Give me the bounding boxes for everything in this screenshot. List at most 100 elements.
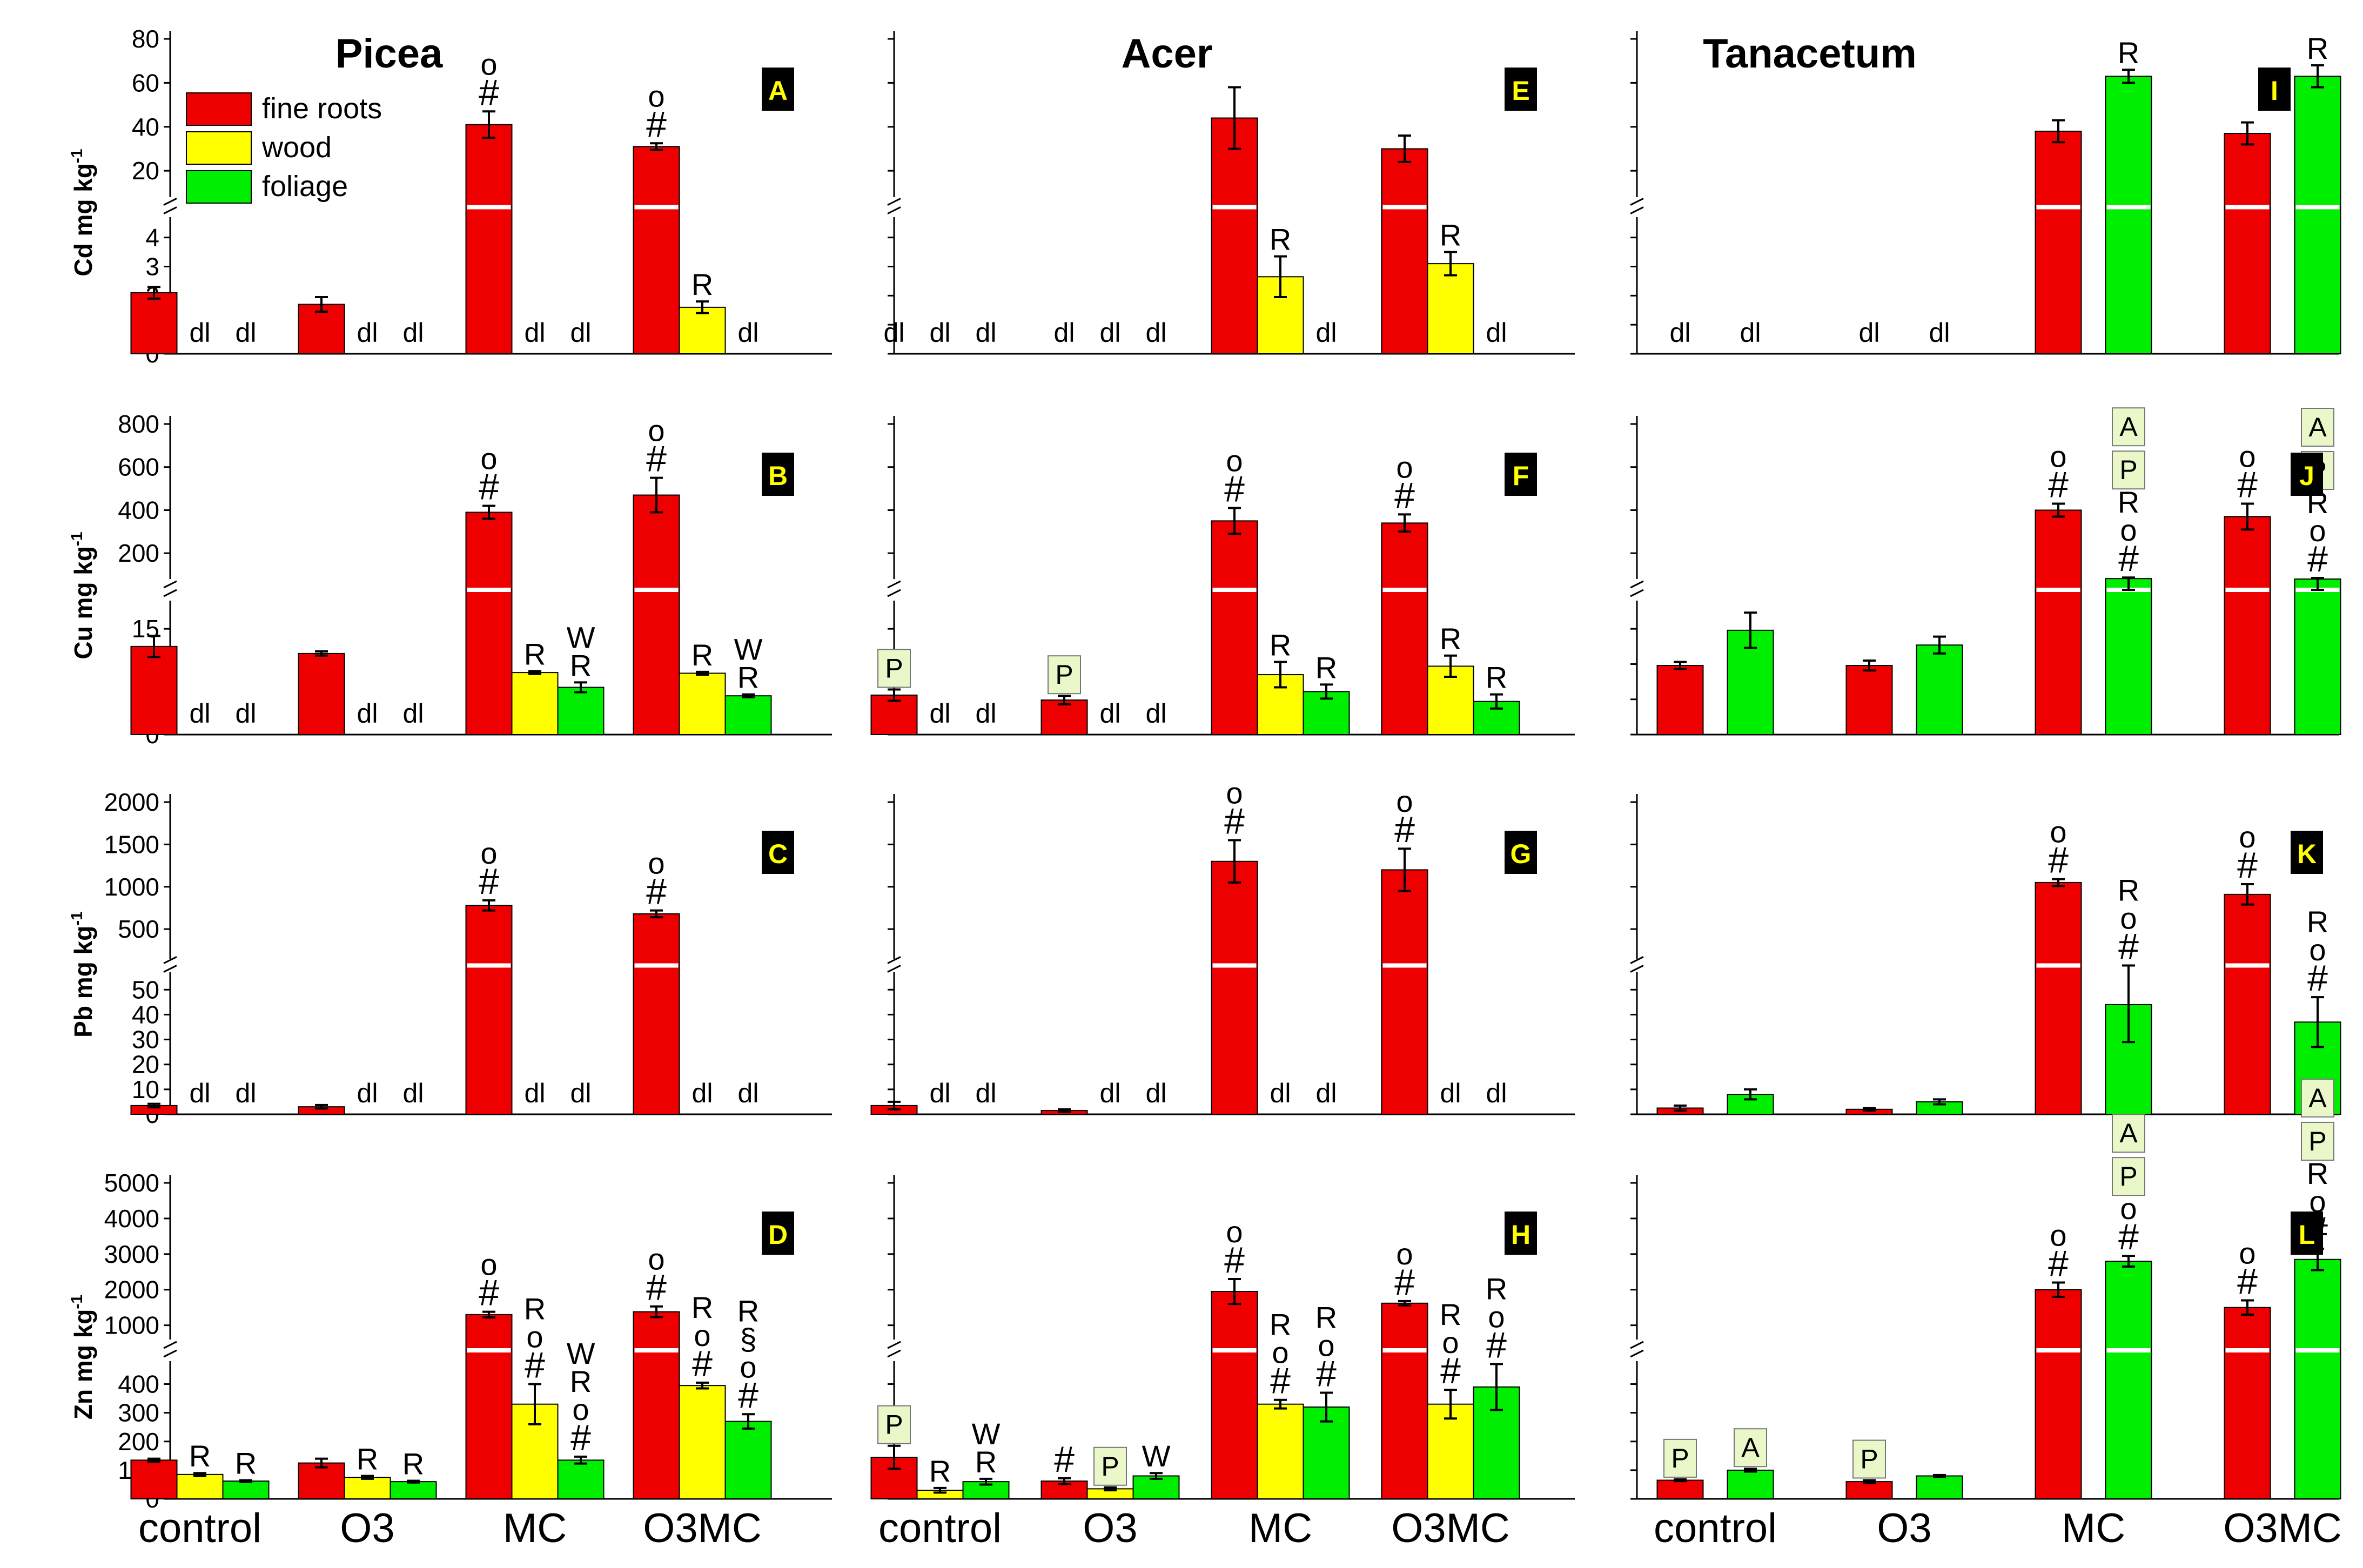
axis-break-mark (887, 1341, 901, 1358)
legend: fine roots wood foliage (186, 92, 382, 204)
bar-fine-roots (465, 124, 513, 354)
panels-layer: 2040608001234Cd mg kg-1dldldldl#odldl#oR… (68, 25, 2342, 1551)
y-tick-label: 2000 (104, 788, 159, 816)
significance-label: # (692, 1343, 713, 1384)
significance-label: o (1396, 450, 1413, 484)
below-detection-label: dl (884, 318, 905, 348)
significance-label: R (737, 661, 759, 695)
y-tick-label: 5000 (104, 1169, 159, 1197)
y-tick-label: 15 (132, 615, 159, 643)
y-tick-label: 60 (132, 69, 159, 97)
legend-label: foliage (262, 170, 348, 203)
x-category-label: O3 (1083, 1505, 1137, 1551)
panel-G: dl dl dl dl#odl dl#odl dlG (870, 776, 1575, 1115)
significance-label: A (2119, 412, 2138, 442)
bar-foliage (2294, 76, 2341, 355)
bar-wood (344, 1477, 391, 1499)
bar-break-gap (2225, 588, 2270, 592)
bar-fine-roots (2035, 881, 2082, 1115)
significance-label: R (570, 1364, 592, 1398)
significance-box (2112, 407, 2145, 447)
significance-label: o (526, 1320, 543, 1354)
x-category-label: O3MC (1391, 1505, 1510, 1551)
significance-box (2301, 1121, 2334, 1161)
y-axis-title: Cd mg kg-1 (68, 149, 97, 276)
y-tick-label: 500 (118, 915, 159, 943)
bar-break-gap (2225, 963, 2270, 968)
bar-break-gap (1212, 1348, 1257, 1352)
below-detection-label: dl (1440, 1078, 1461, 1108)
panel-label: B (768, 461, 788, 491)
significance-label: o (1226, 443, 1243, 477)
significance-label: o (2050, 439, 2066, 473)
panel-label: A (768, 76, 788, 106)
bar-fine-roots (1381, 522, 1428, 735)
below-detection-label: dl (1100, 698, 1121, 729)
y-tick-label: 40 (132, 1000, 159, 1028)
bar-break-gap (634, 588, 679, 592)
below-detection-label: dl (738, 318, 759, 348)
bar-foliage (724, 695, 772, 736)
significance-label: # (1224, 468, 1245, 509)
legend-label: wood (261, 131, 332, 164)
y-tick-label: 3000 (104, 1240, 159, 1268)
below-detection-label: dl (190, 318, 211, 348)
axis-break-mark (887, 956, 901, 973)
significance-label: # (646, 104, 667, 145)
below-detection-label: dl (1146, 1078, 1167, 1108)
y-tick-label: 80 (132, 25, 159, 53)
legend-swatch-fine_roots (186, 92, 252, 126)
bar-break-gap (2036, 963, 2080, 968)
panel-label: C (768, 839, 788, 869)
bar-foliage (2105, 1261, 2152, 1499)
bar-break-gap (1382, 1348, 1427, 1352)
bar-foliage (2105, 76, 2152, 355)
bar-break-gap (2225, 1348, 2270, 1352)
significance-label: W (567, 1336, 595, 1370)
panel-label: E (1512, 76, 1529, 106)
bar-fine-roots (633, 494, 680, 736)
significance-label: # (738, 1375, 758, 1416)
y-tick-label: 400 (118, 496, 159, 524)
panel-label-bg (1505, 831, 1537, 874)
panel-label-bg (1505, 453, 1537, 496)
y-axis-title-sup: -1 (68, 911, 86, 926)
significance-label: o (2239, 439, 2255, 473)
panel-label-bg (762, 453, 794, 496)
bar-break-gap (2036, 205, 2080, 210)
below-detection-label: dl (236, 698, 257, 729)
below-detection-label: dl (976, 1078, 997, 1108)
bar-fine-roots (633, 146, 680, 354)
axis-break-mark (887, 198, 901, 214)
significance-box (1852, 1439, 1886, 1479)
significance-label: # (479, 466, 499, 507)
panel-label: K (2297, 839, 2317, 869)
significance-label: P (2308, 1126, 2326, 1156)
significance-label: R (2118, 485, 2139, 519)
significance-box (2301, 1078, 2334, 1118)
below-detection-label: dl (1929, 318, 1950, 348)
axis-break-mark (1630, 1341, 1644, 1358)
significance-label: R (189, 1439, 211, 1473)
below-detection-label: dl (1316, 1078, 1337, 1108)
below-detection-label: dl (403, 1078, 424, 1108)
below-detection-label: dl (1054, 318, 1075, 348)
axis-break-mark (163, 1341, 177, 1358)
bar-fine-roots (2035, 509, 2082, 735)
significance-label: # (2307, 958, 2328, 999)
bar-foliage (557, 687, 605, 735)
panel-D: 100020003000400050000100200300400Zn mg k… (68, 1169, 832, 1551)
below-detection-label: dl (190, 1078, 211, 1108)
axis-break-mark (887, 580, 901, 597)
axis-break-mark (1630, 956, 1644, 973)
significance-label: # (646, 1267, 667, 1308)
bar-fine-roots (130, 1459, 178, 1499)
significance-label: # (1394, 1262, 1415, 1303)
significance-label: # (525, 1345, 545, 1386)
bar-fine-roots (1656, 665, 1704, 736)
bar-fine-roots (1381, 148, 1428, 354)
bar-break-gap (2036, 1348, 2080, 1352)
x-category-label: O3 (1877, 1505, 1931, 1551)
